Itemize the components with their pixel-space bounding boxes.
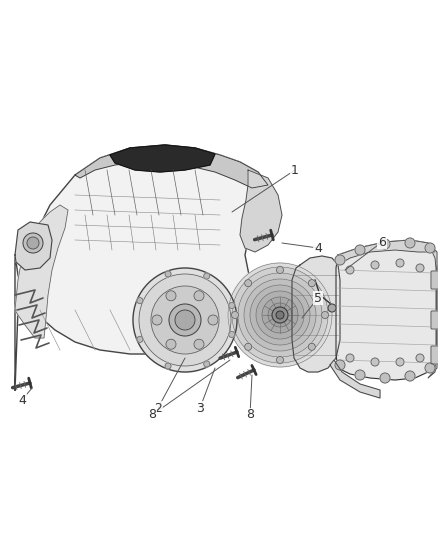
Circle shape bbox=[416, 354, 424, 362]
Circle shape bbox=[23, 233, 43, 253]
FancyBboxPatch shape bbox=[431, 311, 438, 329]
Circle shape bbox=[256, 291, 304, 339]
Circle shape bbox=[346, 354, 354, 362]
Polygon shape bbox=[110, 145, 215, 172]
Text: 3: 3 bbox=[196, 401, 204, 415]
Circle shape bbox=[151, 286, 219, 354]
Circle shape bbox=[208, 315, 218, 325]
Circle shape bbox=[133, 268, 237, 372]
Circle shape bbox=[204, 273, 210, 279]
Circle shape bbox=[321, 311, 328, 319]
Circle shape bbox=[335, 255, 345, 265]
Circle shape bbox=[371, 261, 379, 269]
Circle shape bbox=[272, 307, 288, 323]
Circle shape bbox=[232, 311, 239, 319]
Polygon shape bbox=[336, 240, 437, 380]
Circle shape bbox=[355, 245, 365, 255]
Circle shape bbox=[245, 280, 252, 287]
Circle shape bbox=[276, 266, 283, 273]
Circle shape bbox=[204, 361, 210, 367]
Circle shape bbox=[405, 238, 415, 248]
Circle shape bbox=[405, 371, 415, 381]
Circle shape bbox=[229, 332, 235, 337]
Text: 2: 2 bbox=[154, 401, 162, 415]
Circle shape bbox=[165, 271, 171, 277]
Circle shape bbox=[308, 280, 315, 287]
Text: 4: 4 bbox=[18, 393, 26, 407]
Polygon shape bbox=[428, 243, 437, 378]
Circle shape bbox=[268, 303, 292, 327]
Circle shape bbox=[228, 263, 332, 367]
Circle shape bbox=[250, 285, 310, 345]
Polygon shape bbox=[330, 360, 380, 398]
Circle shape bbox=[229, 303, 235, 309]
Circle shape bbox=[238, 273, 322, 357]
Circle shape bbox=[276, 357, 283, 364]
Circle shape bbox=[380, 373, 390, 383]
Circle shape bbox=[244, 279, 316, 351]
Circle shape bbox=[166, 290, 176, 301]
Circle shape bbox=[137, 297, 143, 304]
Circle shape bbox=[425, 363, 435, 373]
Polygon shape bbox=[338, 240, 435, 265]
Circle shape bbox=[194, 339, 204, 349]
Text: 5: 5 bbox=[314, 292, 322, 304]
Text: 4: 4 bbox=[314, 241, 322, 254]
Circle shape bbox=[308, 343, 315, 350]
FancyBboxPatch shape bbox=[431, 346, 438, 364]
Text: 8: 8 bbox=[246, 408, 254, 422]
Circle shape bbox=[335, 360, 345, 370]
Circle shape bbox=[262, 297, 298, 333]
Circle shape bbox=[232, 267, 328, 363]
Circle shape bbox=[194, 290, 204, 301]
Circle shape bbox=[175, 310, 195, 330]
Polygon shape bbox=[15, 205, 68, 338]
Text: 8: 8 bbox=[148, 408, 156, 422]
Polygon shape bbox=[15, 145, 272, 390]
Circle shape bbox=[27, 237, 39, 249]
Text: 1: 1 bbox=[291, 164, 299, 176]
Circle shape bbox=[169, 304, 201, 336]
Circle shape bbox=[152, 315, 162, 325]
Circle shape bbox=[276, 311, 284, 319]
Circle shape bbox=[371, 358, 379, 366]
Circle shape bbox=[346, 266, 354, 274]
Circle shape bbox=[137, 336, 143, 342]
Circle shape bbox=[328, 304, 336, 312]
Circle shape bbox=[139, 274, 231, 366]
Circle shape bbox=[166, 339, 176, 349]
Circle shape bbox=[416, 264, 424, 272]
FancyBboxPatch shape bbox=[431, 271, 438, 289]
Circle shape bbox=[380, 239, 390, 249]
Polygon shape bbox=[292, 256, 340, 372]
Circle shape bbox=[355, 370, 365, 380]
Polygon shape bbox=[240, 170, 282, 252]
Polygon shape bbox=[75, 145, 268, 188]
Circle shape bbox=[396, 259, 404, 267]
Circle shape bbox=[425, 243, 435, 253]
Circle shape bbox=[165, 363, 171, 369]
Circle shape bbox=[396, 358, 404, 366]
Circle shape bbox=[245, 343, 252, 350]
Polygon shape bbox=[15, 222, 52, 270]
Text: 6: 6 bbox=[378, 236, 386, 248]
